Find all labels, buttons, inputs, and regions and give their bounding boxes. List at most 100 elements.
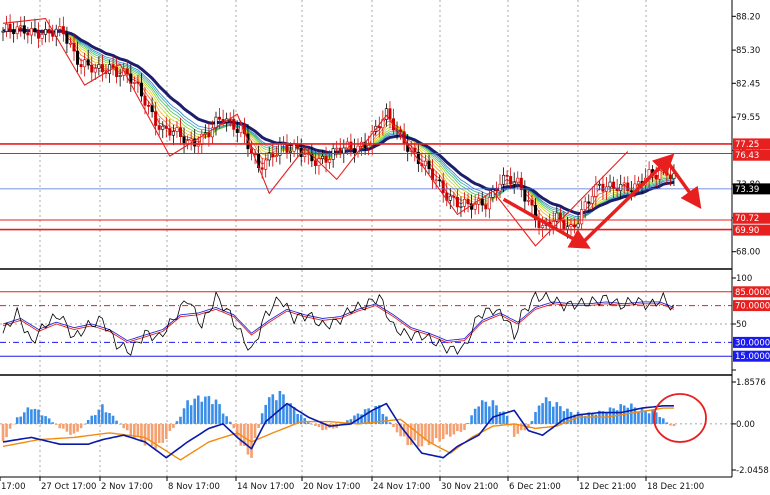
macd-hist-bar	[143, 423, 147, 446]
macd-hist-bar	[94, 415, 97, 424]
candle-body	[164, 125, 168, 129]
time-tick-label: 20 Nov 17:00	[303, 482, 360, 492]
osc-d-line-red	[2, 303, 675, 343]
osc-k-line	[2, 291, 675, 356]
candle-body	[594, 184, 598, 197]
macd-hist-bar	[541, 403, 544, 424]
price-levels	[0, 143, 732, 231]
candle-body	[541, 225, 545, 228]
candle-body	[519, 177, 523, 191]
macd-hist-bar	[236, 423, 239, 438]
macd-hist-bar	[250, 423, 253, 458]
macd-hist-bar	[576, 411, 580, 424]
candle-body	[278, 142, 282, 156]
candle-body	[111, 64, 115, 68]
macd-hist-bar	[559, 406, 562, 424]
candle-body	[161, 125, 165, 130]
macd-hist-bar	[5, 423, 8, 438]
macd-hist-bar	[353, 415, 356, 424]
macd-hist-bar	[321, 423, 324, 431]
candle-body	[601, 183, 605, 192]
candle-body	[154, 111, 158, 126]
macd-hist-bar	[296, 414, 299, 424]
oscillator-axis: 100 50 85.0000 70.0000 30.0000 15.0000	[732, 274, 770, 371]
macd-hist-bar	[30, 409, 33, 424]
macd-hist-bar	[381, 414, 385, 424]
osc-level-text: 70.0000	[735, 302, 770, 312]
price-label-box	[733, 183, 770, 195]
candle-body	[526, 200, 530, 202]
macd-hist-bar	[165, 423, 168, 439]
macd-hist-bar	[505, 415, 509, 424]
candle-body	[473, 204, 477, 210]
candle-body	[26, 32, 30, 36]
price-panel[interactable]: 88.2085.3082.4579.5576.7073.8070.9068.00…	[0, 12, 770, 258]
price-tick-label: 85.30	[736, 46, 760, 56]
macd-hist-bar	[186, 400, 189, 424]
price-label-box	[733, 224, 770, 236]
candle-body	[352, 148, 356, 154]
candle-body	[516, 177, 520, 183]
macd-hist-bar	[133, 423, 136, 440]
macd-hist-bar	[83, 423, 86, 425]
macd-hist-bar	[615, 410, 619, 424]
macd-hist-bar	[324, 423, 328, 430]
candle-body	[289, 150, 293, 153]
time-axis: 17:00 27 Oct 17:00 2 Nov 17:00 8 Nov 17:00 1…	[0, 477, 704, 492]
candle-body	[168, 128, 172, 136]
osc-level-text: 85.0000	[735, 288, 770, 298]
macd-hist-bar	[267, 397, 271, 424]
candle-body	[150, 105, 154, 113]
candle-body	[498, 183, 502, 192]
candle-body	[622, 182, 626, 185]
candle-body	[335, 147, 339, 150]
price-tick-label: 79.55	[736, 113, 760, 123]
macd-hist-bar	[456, 423, 459, 432]
candle-body	[370, 131, 374, 146]
macd-hist-bar	[420, 423, 424, 447]
macd-hist-bar	[168, 423, 172, 432]
macd-panel[interactable]: 1.8576 0.00 -2.0458	[0, 378, 769, 476]
time-tick-label: 12 Dec 21:00	[579, 482, 636, 492]
macd-hist-bar	[441, 423, 445, 440]
candle-body	[505, 174, 509, 177]
candle-body	[147, 105, 151, 107]
candle-body	[608, 181, 612, 188]
macd-hist-bar	[225, 416, 228, 424]
candle-body	[189, 138, 193, 141]
candle-body	[143, 95, 147, 106]
macd-hist-bar	[23, 412, 26, 424]
candle-body	[44, 29, 48, 35]
macd-hist-bar	[608, 407, 612, 424]
candle-body	[523, 189, 527, 202]
candle-body	[51, 32, 55, 37]
candle-body	[619, 184, 623, 191]
candle-body	[132, 82, 136, 84]
macd-hist-bar	[282, 394, 285, 424]
candle-body	[264, 159, 268, 170]
macd-hist-bar	[520, 423, 523, 431]
macd-hist-bar	[395, 423, 399, 433]
candle-body	[218, 116, 222, 120]
macd-hist-bar	[8, 423, 12, 429]
macd-hist-bar	[619, 404, 622, 424]
macd-hist-bar	[463, 423, 466, 430]
oscillator-panel[interactable]: 100 50 85.0000 70.0000 30.0000 15.0000	[0, 274, 770, 371]
macd-hist-bar	[427, 423, 431, 446]
macd-hist-bar	[221, 413, 225, 424]
macd-hist-bar	[111, 415, 115, 424]
price-label-text: 69.90	[735, 226, 759, 236]
candle-body	[15, 26, 19, 35]
candle-body	[615, 187, 619, 191]
macd-hist-bar	[150, 423, 154, 446]
candle-body	[384, 108, 388, 120]
macd-hist-bar	[633, 407, 637, 424]
candle-body	[612, 181, 616, 189]
macd-hist-bar	[605, 412, 608, 424]
candle-body	[480, 198, 484, 206]
candle-body	[292, 143, 296, 152]
macd-hist-bar	[19, 416, 23, 424]
red-arrow	[665, 159, 702, 209]
candle-body	[583, 201, 587, 210]
